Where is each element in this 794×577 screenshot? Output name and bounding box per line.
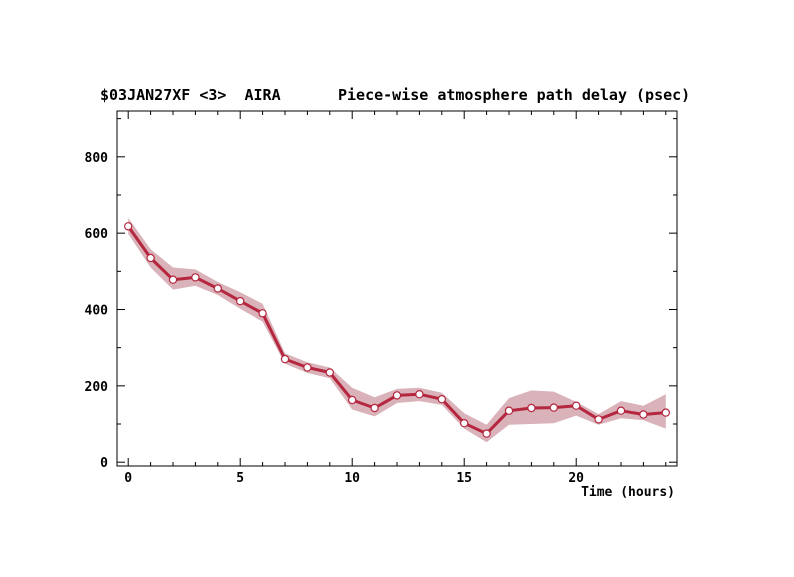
data-point [303,363,312,372]
data-markers-layer [123,222,671,438]
x-tick-label: 10 [344,471,360,486]
axes-layer: 0 200 400 600 800 0 5 10 15 20 [85,111,677,486]
data-point [594,415,603,424]
data-point [280,354,290,364]
data-point [370,403,379,413]
x-tick-label: 0 [124,471,132,486]
data-point [549,403,559,412]
y-tick-label: 600 [85,227,109,242]
data-point [460,419,469,428]
x-tick-label: 20 [568,471,584,486]
error-band-layer [128,217,666,443]
data-point [639,410,648,419]
chart-title: Piece-wise atmosphere path delay (psec) [338,86,691,104]
data-point [504,406,514,415]
data-point [527,403,536,413]
data-point [572,401,581,410]
data-point [616,406,626,415]
data-point [415,390,424,399]
y-tick-label: 0 [100,456,108,471]
data-point [168,275,178,284]
error-band [128,217,666,443]
x-tick-label: 15 [456,471,472,486]
data-point [661,408,671,417]
data-point [325,368,334,377]
data-point [235,296,245,306]
y-tick-label: 200 [85,380,109,395]
data-point [482,429,491,438]
data-point [348,395,357,405]
data-point [392,391,402,400]
y-tick-label: 400 [85,303,109,318]
x-axis-label: Time (hours) [581,485,675,500]
data-point [213,284,222,293]
y-tick-label: 800 [85,151,109,166]
chart-header-left: $03JAN27XF <3> AIRA [100,86,281,104]
data-point [123,222,133,231]
data-point [258,309,267,318]
data-point [191,273,200,282]
data-point [146,253,155,263]
x-tick-label: 5 [236,471,244,486]
data-point [437,395,446,404]
